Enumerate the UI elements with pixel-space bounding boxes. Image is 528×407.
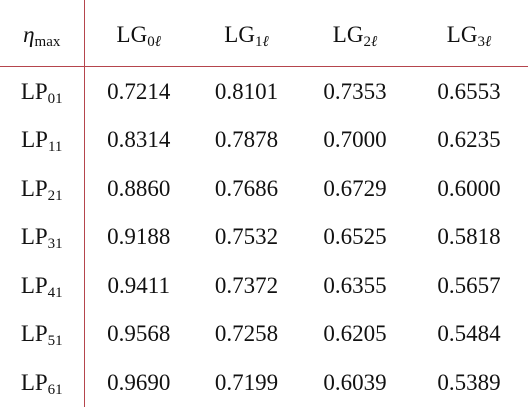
row-header-subscript: 11 [47,139,63,156]
table-cell: 0.6355 [323,272,387,298]
row-header-base: LP [20,272,48,298]
column-header-sub-var: ℓ [484,34,492,50]
column-header-subscript: 2ℓ [363,34,377,50]
table-cell: 0.6235 [437,127,501,153]
column-header-lg3: LG3ℓ [410,0,528,67]
column-header-subscript: 3ℓ [477,34,491,50]
row-header-subscript: 31 [47,236,63,253]
table-row: LP41 0.9411 0.7372 0.6355 0.5657 [0,261,528,310]
table-cell: 0.7686 [214,175,279,201]
table-cell: 0.6525 [323,224,387,250]
table-cell: 0.7878 [214,127,279,153]
table-cell: 0.8101 [214,78,279,104]
table-cell: 0.7353 [323,78,387,104]
table-body: LP01 0.7214 0.8101 0.7353 0.6553 LP11 0.… [0,66,528,407]
row-header-lp21: LP21 [0,164,85,213]
column-header-sub-num: 0 [147,34,155,50]
column-header-sub-num: 2 [363,34,371,50]
table-cell: 0.5818 [437,224,501,250]
table-row: LP51 0.9568 0.7258 0.6205 0.5484 [0,309,528,358]
column-header-sub-var: ℓ [370,34,378,50]
corner-header-eta-max: ηmax [0,0,85,67]
row-header-base: LP [20,321,48,347]
row-header-lp31: LP31 [0,212,85,261]
table-cell: 0.6729 [323,175,387,201]
column-header-sub-num: 3 [477,34,485,50]
row-header-subscript: 01 [47,90,63,107]
table-row: LP01 0.7214 0.8101 0.7353 0.6553 [0,66,528,116]
column-header-base: LG [116,22,148,47]
row-header-subscript: 21 [47,187,63,204]
row-header-base: LP [20,224,48,250]
table-cell: 0.6205 [323,321,387,347]
column-header-sub-num: 1 [254,34,263,50]
column-header-lg1: LG1ℓ [193,0,300,67]
column-header-subscript: 1ℓ [255,34,269,50]
table-cell: 0.8860 [107,175,171,201]
table-row: LP31 0.9188 0.7532 0.6525 0.5818 [0,212,528,261]
table-cell: 0.6039 [323,369,387,395]
column-header-sub-var: ℓ [262,34,269,50]
row-header-base: LP [20,369,48,395]
row-header-base: LP [20,78,48,104]
table-row: LP61 0.9690 0.7199 0.6039 0.5389 [0,358,528,407]
table-cell: 0.6553 [437,78,501,104]
column-header-subscript: 0ℓ [147,34,161,50]
table-cell: 0.5389 [437,369,501,395]
table-cell: 0.7372 [214,272,279,298]
row-header-lp61: LP61 [0,358,85,407]
eta-subscript: max [34,34,61,50]
table-cell: 0.7000 [323,127,387,153]
table-cell: 0.5484 [437,321,501,347]
row-header-lp51: LP51 [0,309,85,358]
table-header: ηmax LG0ℓ LG1ℓ LG2ℓ LG3ℓ [0,0,528,67]
table-cell: 0.9188 [107,224,171,250]
table-cell: 0.6000 [437,175,501,201]
eta-symbol: η [23,22,35,47]
table-cell: 0.9690 [107,369,171,395]
row-header-subscript: 51 [47,333,63,350]
table-cell: 0.7214 [107,78,171,104]
header-row: ηmax LG0ℓ LG1ℓ LG2ℓ LG3ℓ [0,0,528,67]
table-cell: 0.7199 [214,369,279,395]
table-cell: 0.5657 [437,272,501,298]
table-cell: 0.7532 [214,224,279,250]
table-cell: 0.7258 [214,321,279,347]
table-cell: 0.9568 [107,321,171,347]
column-header-lg0: LG0ℓ [84,0,193,67]
column-header-base: LG [224,22,255,47]
column-header-base: LG [446,22,478,47]
row-header-lp41: LP41 [0,261,85,310]
table-cell: 0.8314 [107,127,171,153]
row-header-base: LP [20,175,48,201]
table-row: LP21 0.8860 0.7686 0.6729 0.6000 [0,164,528,213]
table-cell: 0.9411 [107,272,170,298]
column-header-lg2: LG2ℓ [300,0,410,67]
table-row: LP11 0.8314 0.7878 0.7000 0.6235 [0,115,528,164]
row-header-lp01: LP01 [0,66,85,116]
row-header-base: LP [21,127,48,153]
column-header-base: LG [332,22,364,47]
row-header-subscript: 41 [47,284,63,301]
row-header-lp11: LP11 [0,115,85,164]
column-header-sub-var: ℓ [154,34,161,50]
row-header-subscript: 61 [47,381,63,398]
